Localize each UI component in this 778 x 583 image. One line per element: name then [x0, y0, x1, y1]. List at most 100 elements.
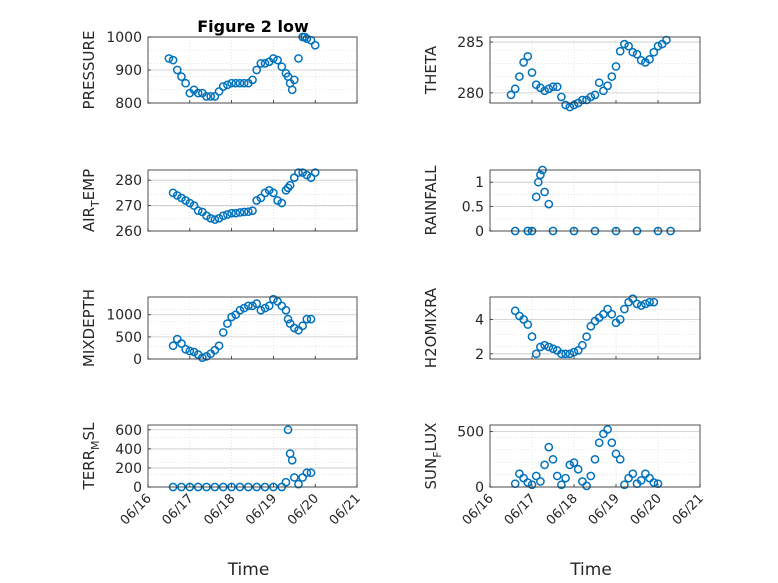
data-point	[239, 78, 249, 88]
data-point	[197, 353, 207, 363]
data-point	[256, 193, 266, 203]
x-tick-label: 06/18	[201, 491, 238, 528]
data-point	[544, 442, 554, 452]
data-point	[540, 187, 549, 197]
data-point	[281, 477, 291, 487]
data-point	[306, 173, 316, 182]
data-point	[523, 320, 533, 329]
data-point	[206, 92, 216, 101]
data-point	[294, 168, 303, 177]
data-point	[582, 332, 591, 341]
x-tick-label: 06/20	[285, 491, 322, 528]
data-point	[519, 58, 528, 67]
data-point	[248, 75, 257, 85]
data-point	[294, 54, 303, 63]
data-point	[519, 315, 528, 324]
data-point	[218, 211, 228, 221]
data-point	[302, 468, 312, 478]
data-point	[653, 41, 663, 51]
data-point	[540, 460, 549, 470]
subplot-4: 0 0.5 1 RAINFALL	[422, 165, 701, 240]
data-point	[544, 84, 554, 94]
data-point	[594, 78, 604, 88]
data-point	[172, 65, 182, 75]
y-tick-label: 280	[115, 173, 142, 189]
x-tick-label: 06/17	[160, 491, 197, 528]
y-tick-label: 280	[457, 86, 484, 102]
data-point	[523, 478, 533, 487]
data-point	[177, 72, 186, 81]
data-point	[510, 84, 520, 94]
x-tick-label: 06/20	[628, 491, 665, 528]
data-point	[269, 188, 278, 198]
data-point	[536, 342, 545, 352]
data-point	[632, 49, 642, 59]
data-point	[168, 55, 178, 65]
data-point	[218, 328, 228, 337]
data-point	[620, 39, 629, 49]
y-tick-label: 260	[115, 224, 142, 240]
data-point	[645, 54, 654, 64]
subplot-6: 2 4 H2OMIXRA	[422, 287, 701, 368]
data-point	[578, 95, 587, 105]
data-point	[181, 78, 190, 88]
data-point	[202, 92, 211, 101]
y-tick-label: 0	[475, 480, 484, 496]
data-point	[310, 168, 320, 177]
y-tick-label: 800	[115, 96, 142, 112]
data-point	[540, 340, 549, 350]
data-point	[298, 321, 308, 331]
data-point	[590, 90, 600, 100]
data-point	[620, 480, 629, 490]
x-tick-label: 06/21	[327, 491, 364, 528]
data-point	[557, 480, 566, 490]
data-point	[510, 306, 520, 316]
data-point	[615, 46, 625, 56]
data-point	[544, 199, 554, 209]
data-point	[607, 309, 617, 319]
y-axis-label: SUNFLUX	[422, 423, 444, 490]
data-point	[193, 206, 203, 216]
data-point	[235, 305, 245, 315]
plot-area	[490, 170, 700, 231]
axes-box	[489, 296, 701, 360]
data-point	[569, 458, 579, 467]
y-axis-label: H2OMIXRA	[422, 287, 440, 368]
data-point	[628, 294, 638, 304]
data-point	[561, 349, 570, 359]
plot-area	[148, 297, 357, 359]
data-point	[227, 208, 236, 218]
data-point	[531, 192, 541, 202]
data-point	[611, 449, 621, 459]
y-axis-label: MIXDEPTH	[80, 289, 98, 367]
data-point	[243, 301, 253, 311]
data-point	[557, 92, 566, 102]
y-tick-label: 0	[133, 352, 142, 368]
subplot-1: 800 900 1000 PRESSURE	[80, 30, 358, 112]
data-point	[185, 346, 195, 356]
axes-box	[147, 296, 358, 360]
data-point	[277, 198, 287, 208]
data-point	[628, 47, 638, 57]
data-point	[565, 349, 575, 359]
data-point	[252, 299, 262, 308]
data-point	[582, 481, 591, 491]
data-point	[252, 65, 262, 75]
y-tick-label: 0.5	[462, 200, 484, 216]
y-tick-label: 1000	[106, 308, 142, 324]
data-point	[287, 85, 297, 95]
data-point	[586, 321, 596, 331]
y-tick-label: 900	[115, 63, 142, 79]
y-tick-label: 285	[457, 35, 484, 51]
data-point	[548, 344, 558, 354]
y-tick-label: 270	[115, 199, 142, 215]
data-point	[578, 340, 587, 350]
data-point	[586, 92, 596, 102]
data-point	[573, 346, 583, 355]
data-point	[636, 301, 646, 310]
data-point	[177, 339, 186, 348]
y-tick-label: 0	[133, 480, 142, 496]
data-point	[283, 314, 293, 324]
data-point	[164, 54, 174, 63]
data-point	[531, 471, 541, 481]
